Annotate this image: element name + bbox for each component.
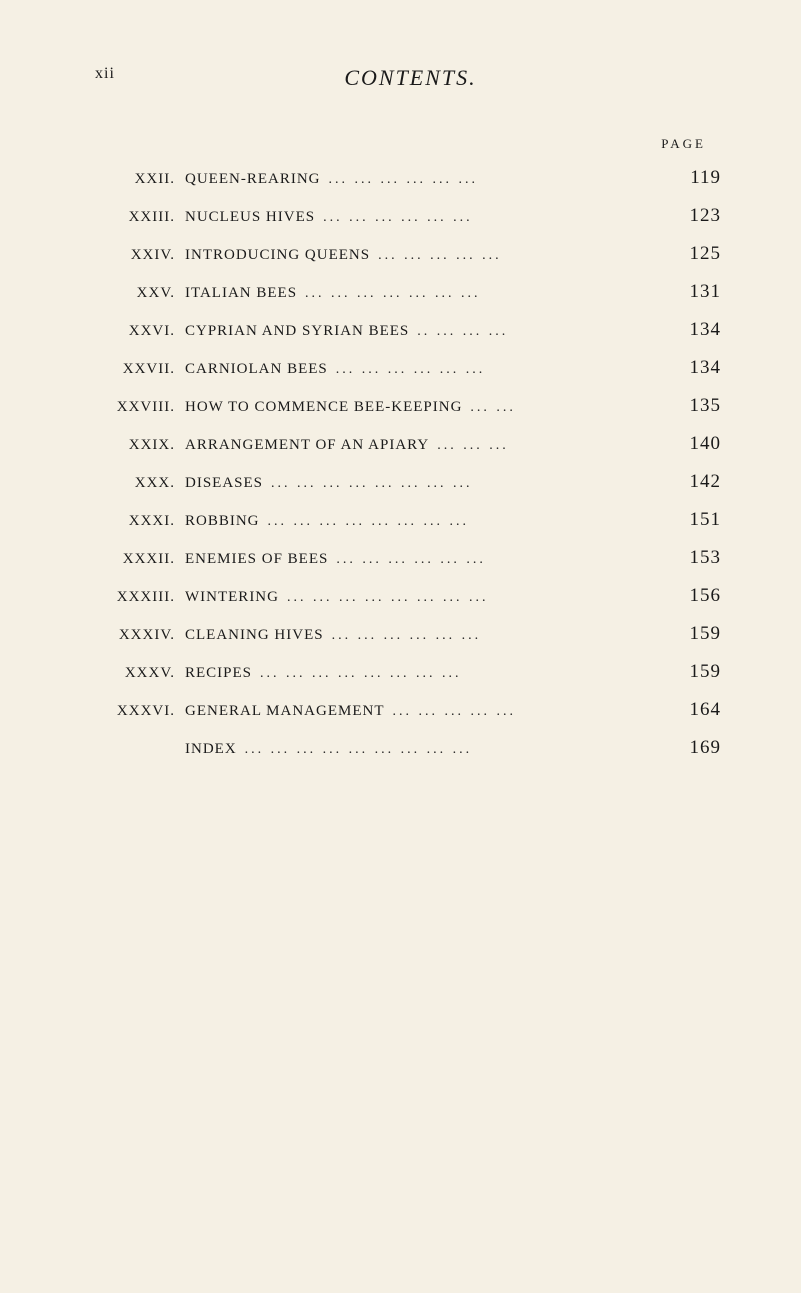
entry-page: 164 (671, 699, 721, 721)
entry-title: ITALIAN BEES (185, 285, 305, 302)
entry-title: GENERAL MANAGEMENT (185, 703, 393, 720)
page-number: xii (95, 65, 115, 83)
entry-dots: ... ... ... ... ... ... (323, 210, 671, 226)
entry-title: CARNIOLAN BEES (185, 361, 336, 378)
entry-page: 135 (671, 395, 721, 417)
contents-entry: XXIII. NUCLEUS HIVES ... ... ... ... ...… (100, 205, 721, 227)
entry-dots: ... ... ... ... ... ... ... ... (268, 514, 671, 530)
entry-dots: ... ... ... ... ... (378, 248, 671, 264)
entry-dots: ... ... ... ... ... ... (332, 628, 671, 644)
contents-entry: XXIX. ARRANGEMENT OF AN APIARY ... ... .… (100, 433, 721, 455)
entry-page: 119 (671, 167, 721, 189)
entry-number: XXIV. (100, 247, 185, 264)
entry-page: 134 (671, 319, 721, 341)
contents-entry: XXXIII. WINTERING ... ... ... ... ... ..… (100, 585, 721, 607)
entry-number: XXX. (100, 475, 185, 492)
entry-number: XXXIV. (100, 627, 185, 644)
entry-dots: .. ... ... ... (417, 324, 671, 340)
entry-number: XXVII. (100, 361, 185, 378)
contents-entry: XXXV. RECIPES ... ... ... ... ... ... ..… (100, 661, 721, 683)
entry-title: NUCLEUS HIVES (185, 209, 323, 226)
entry-page: 140 (671, 433, 721, 455)
contents-entry: XXXI. ROBBING ... ... ... ... ... ... ..… (100, 509, 721, 531)
entry-dots: ... ... ... ... ... ... ... (305, 286, 671, 302)
contents-list: XXII. QUEEN-REARING ... ... ... ... ... … (100, 167, 721, 759)
entry-page: 125 (671, 243, 721, 265)
entry-title: DISEASES (185, 475, 271, 492)
entry-number: XXXVI. (100, 703, 185, 720)
entry-dots: ... ... ... ... ... ... ... ... (260, 666, 671, 682)
entry-page: 151 (671, 509, 721, 531)
entry-page: 159 (671, 661, 721, 683)
entry-number: XXIX. (100, 437, 185, 454)
entry-title: INTRODUCING QUEENS (185, 247, 378, 264)
entry-dots: ... ... ... ... ... ... (336, 552, 671, 568)
page-header-label: PAGE (100, 136, 721, 152)
entry-number: XXXIII. (100, 589, 185, 606)
entry-dots: ... ... ... ... ... ... ... ... (271, 476, 671, 492)
contents-entry: XXII. QUEEN-REARING ... ... ... ... ... … (100, 167, 721, 189)
contents-entry: XXVIII. HOW TO COMMENCE BEE-KEEPING ... … (100, 395, 721, 417)
entry-number: XXVI. (100, 323, 185, 340)
entry-number: XXVIII. (100, 399, 185, 416)
contents-entry: XXX. DISEASES ... ... ... ... ... ... ..… (100, 471, 721, 493)
entry-title: CLEANING HIVES (185, 627, 332, 644)
entry-number: XXII. (100, 171, 185, 188)
contents-entry: XXV. ITALIAN BEES ... ... ... ... ... ..… (100, 281, 721, 303)
entry-page: 156 (671, 585, 721, 607)
contents-entry: XXXII. ENEMIES OF BEES ... ... ... ... .… (100, 547, 721, 569)
entry-number: XXXII. (100, 551, 185, 568)
contents-entry: XXXVI. GENERAL MANAGEMENT ... ... ... ..… (100, 699, 721, 721)
entry-title: QUEEN-REARING (185, 171, 328, 188)
contents-entry: XXVI. CYPRIAN AND SYRIAN BEES .. ... ...… (100, 319, 721, 341)
contents-entry: INDEX ... ... ... ... ... ... ... ... ..… (100, 737, 721, 759)
entry-number: XXXI. (100, 513, 185, 530)
contents-entry: XXXIV. CLEANING HIVES ... ... ... ... ..… (100, 623, 721, 645)
entry-page: 159 (671, 623, 721, 645)
entry-title: CYPRIAN AND SYRIAN BEES (185, 323, 417, 340)
entry-number: XXXV. (100, 665, 185, 682)
entry-dots: ... ... ... ... ... ... ... ... ... (245, 742, 671, 758)
entry-dots: ... ... ... ... ... ... (328, 172, 671, 188)
entry-dots: ... ... ... ... ... (393, 704, 671, 720)
entry-number: XXV. (100, 285, 185, 302)
entry-page: 169 (671, 737, 721, 759)
contents-entry: XXVII. CARNIOLAN BEES ... ... ... ... ..… (100, 357, 721, 379)
entry-title: WINTERING (185, 589, 287, 606)
entry-title: INDEX (185, 741, 245, 758)
entry-dots: ... ... ... (437, 438, 671, 454)
contents-entry: XXIV. INTRODUCING QUEENS ... ... ... ...… (100, 243, 721, 265)
entry-title: RECIPES (185, 665, 260, 682)
entry-dots: ... ... (470, 400, 671, 416)
entry-page: 142 (671, 471, 721, 493)
entry-title: ARRANGEMENT OF AN APIARY (185, 437, 437, 454)
entry-page: 123 (671, 205, 721, 227)
entry-number: XXIII. (100, 209, 185, 226)
entry-dots: ... ... ... ... ... ... (336, 362, 671, 378)
entry-dots: ... ... ... ... ... ... ... ... (287, 590, 671, 606)
page-title: CONTENTS. (100, 65, 721, 91)
entry-title: ROBBING (185, 513, 268, 530)
entry-page: 134 (671, 357, 721, 379)
entry-page: 153 (671, 547, 721, 569)
entry-page: 131 (671, 281, 721, 303)
entry-title: ENEMIES OF BEES (185, 551, 336, 568)
entry-title: HOW TO COMMENCE BEE-KEEPING (185, 399, 470, 416)
